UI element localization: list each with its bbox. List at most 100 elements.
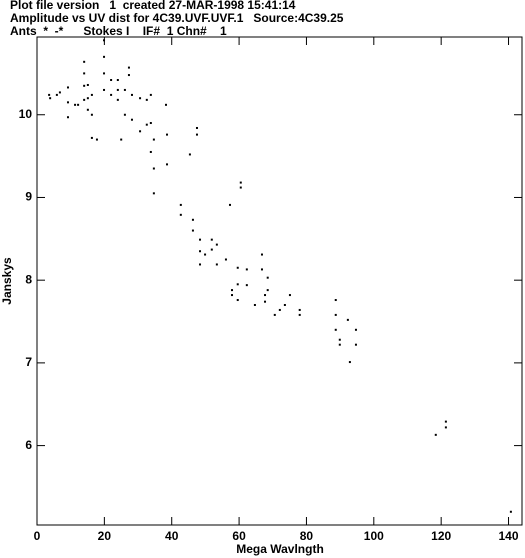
header-line: Plot file version 1 created 27-MAR-1998 … xyxy=(10,0,296,12)
point xyxy=(334,328,337,331)
x-axis-label: Mega Wavlngth xyxy=(236,542,324,556)
point xyxy=(191,229,194,232)
point xyxy=(90,113,93,116)
point xyxy=(66,116,69,119)
point xyxy=(74,103,77,106)
point xyxy=(215,243,218,246)
point xyxy=(188,153,191,156)
x-tick-label: 60 xyxy=(232,529,246,543)
point xyxy=(83,72,86,75)
point xyxy=(149,93,152,96)
point xyxy=(266,289,269,292)
point xyxy=(152,192,155,195)
point xyxy=(215,263,218,266)
header-line: Ants * -* Stokes I IF# 1 Chn# 1 xyxy=(10,24,227,38)
point xyxy=(509,510,512,513)
point xyxy=(334,299,337,302)
point xyxy=(210,238,213,241)
point xyxy=(139,97,142,100)
point xyxy=(123,88,126,91)
point xyxy=(83,60,86,63)
y-tick-label: 9 xyxy=(25,190,32,204)
y-tick-label: 7 xyxy=(25,355,32,369)
point xyxy=(90,93,93,96)
point xyxy=(264,294,267,297)
point xyxy=(149,150,152,153)
point xyxy=(66,101,69,104)
point xyxy=(260,268,263,271)
y-tick-label: 10 xyxy=(19,107,33,121)
plot-frame xyxy=(36,36,523,526)
point xyxy=(224,258,227,261)
point xyxy=(273,313,276,316)
point xyxy=(130,118,133,121)
point xyxy=(90,136,93,139)
point xyxy=(204,253,207,256)
y-tick-label: 6 xyxy=(25,438,32,452)
point xyxy=(245,268,248,271)
point xyxy=(346,318,349,321)
point xyxy=(338,338,341,341)
x-tick-label: 0 xyxy=(34,529,41,543)
x-tick-label: 100 xyxy=(364,529,384,543)
point xyxy=(236,299,239,302)
point xyxy=(434,433,437,436)
y-tick-label: 8 xyxy=(25,272,32,286)
point xyxy=(166,133,169,136)
point xyxy=(110,93,113,96)
point xyxy=(236,266,239,269)
point xyxy=(195,126,198,129)
point xyxy=(199,263,202,266)
point xyxy=(145,123,148,126)
point xyxy=(179,213,182,216)
point xyxy=(152,167,155,170)
point xyxy=(103,72,106,75)
point xyxy=(195,133,198,136)
point xyxy=(239,181,242,184)
point xyxy=(120,138,123,141)
point xyxy=(123,113,126,116)
point xyxy=(264,300,267,303)
point xyxy=(103,39,106,42)
point xyxy=(354,343,357,346)
x-tick-label: 80 xyxy=(300,529,314,543)
point xyxy=(444,426,447,429)
point xyxy=(58,91,61,94)
point xyxy=(278,308,281,311)
point xyxy=(354,328,357,331)
x-tick-label: 120 xyxy=(431,529,451,543)
point xyxy=(116,79,119,82)
point xyxy=(231,294,234,297)
point xyxy=(139,130,142,133)
point xyxy=(86,108,89,111)
point xyxy=(127,74,130,77)
x-tick-label: 40 xyxy=(165,529,179,543)
point xyxy=(298,313,301,316)
x-tick-label: 20 xyxy=(98,529,112,543)
point xyxy=(48,93,51,96)
point xyxy=(239,186,242,189)
point xyxy=(86,97,89,100)
point xyxy=(266,276,269,279)
point xyxy=(149,122,152,125)
point xyxy=(166,163,169,166)
point xyxy=(55,93,58,96)
point xyxy=(253,303,256,306)
point xyxy=(116,88,119,91)
point xyxy=(228,203,231,206)
header-line: Amplitude vs UV dist for 4C39.UVF.UVF.1 … xyxy=(10,11,344,25)
point xyxy=(86,83,89,86)
point xyxy=(283,303,286,306)
point xyxy=(103,55,106,58)
point xyxy=(164,103,167,106)
point xyxy=(231,289,234,292)
point xyxy=(145,98,148,101)
point xyxy=(49,97,52,100)
point xyxy=(127,66,130,69)
point xyxy=(288,294,291,297)
point xyxy=(191,218,194,221)
point xyxy=(298,308,301,311)
point xyxy=(103,88,106,91)
point xyxy=(236,283,239,286)
